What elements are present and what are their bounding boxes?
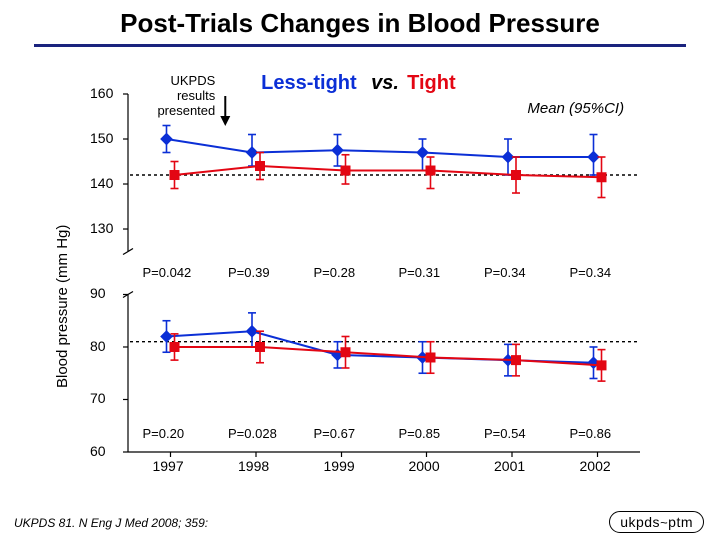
x-tick-label: 2000 (408, 458, 439, 474)
y-tick-label: 90 (90, 285, 106, 301)
title-underline (34, 44, 686, 47)
p-value-label: P=0.34 (484, 265, 526, 280)
p-value-label: P=0.28 (314, 265, 356, 280)
p-value-label: P=0.54 (484, 426, 526, 441)
y-tick-label: 60 (90, 443, 106, 459)
x-tick-label: 1997 (152, 458, 183, 474)
ukpds-logo: ukpds~ptm (609, 514, 704, 532)
x-tick-label: 2002 (580, 458, 611, 474)
y-tick-label: 160 (90, 85, 113, 101)
legend-label: Less-tight (261, 72, 357, 95)
x-tick-label: 1998 (238, 458, 269, 474)
legend-label: Tight (407, 72, 456, 95)
p-value-label: P=0.34 (570, 265, 612, 280)
p-value-label: P=0.85 (398, 426, 440, 441)
y-tick-label: 70 (90, 390, 106, 406)
x-tick-label: 1999 (324, 458, 355, 474)
y-tick-label: 150 (90, 130, 113, 146)
chart-area (108, 90, 648, 478)
y-tick-label: 140 (90, 175, 113, 191)
p-value-label: P=0.20 (142, 426, 184, 441)
ukpds-results-annotation: UKPDSresultspresented (151, 74, 215, 119)
slide-title: Post-Trials Changes in Blood Pressure (0, 8, 720, 39)
legend-label: vs. (371, 72, 399, 95)
y-axis-title: Blood pressure (mm Hg) (54, 224, 71, 387)
mean-ci-annotation: Mean (95%CI) (527, 100, 624, 117)
p-value-label: P=0.31 (398, 265, 440, 280)
p-value-label: P=0.028 (228, 426, 277, 441)
x-tick-label: 2001 (494, 458, 525, 474)
p-value-label: P=0.67 (314, 426, 356, 441)
p-value-label: P=0.86 (570, 426, 612, 441)
y-tick-label: 80 (90, 338, 106, 354)
chart-svg (108, 90, 648, 478)
p-value-label: P=0.39 (228, 265, 270, 280)
p-value-label: P=0.042 (142, 265, 191, 280)
citation-text: UKPDS 81. N Eng J Med 2008; 359: (14, 516, 208, 530)
y-tick-label: 130 (90, 220, 113, 236)
